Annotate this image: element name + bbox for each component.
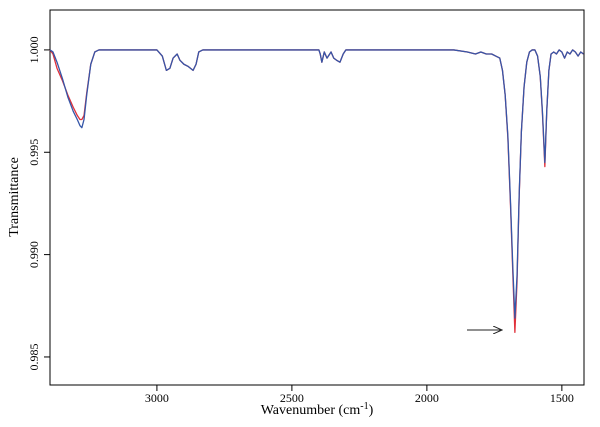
x-tick-label: 2500	[280, 391, 304, 405]
spectrum-line	[49, 49, 584, 319]
plot-frame	[49, 9, 585, 386]
x-tick-label: 2000	[415, 391, 439, 405]
y-tick-label: 1.000	[27, 36, 41, 63]
x-tick-label: 1500	[550, 391, 574, 405]
x-axis-label: Wavenumber (cm-1)	[261, 401, 374, 418]
y-tick-label: 0.985	[27, 343, 41, 370]
x-label-suffix: )	[369, 403, 374, 418]
x-label-sup: -1	[360, 401, 368, 412]
y-tick-label: 0.990	[27, 241, 41, 268]
x-label-text: Wavenumber (cm	[261, 403, 361, 418]
y-tick-label: 0.995	[27, 139, 41, 166]
x-tick-label: 3000	[145, 391, 169, 405]
spectrum-line	[49, 49, 584, 334]
y-axis-label: Transmittance	[7, 157, 22, 237]
